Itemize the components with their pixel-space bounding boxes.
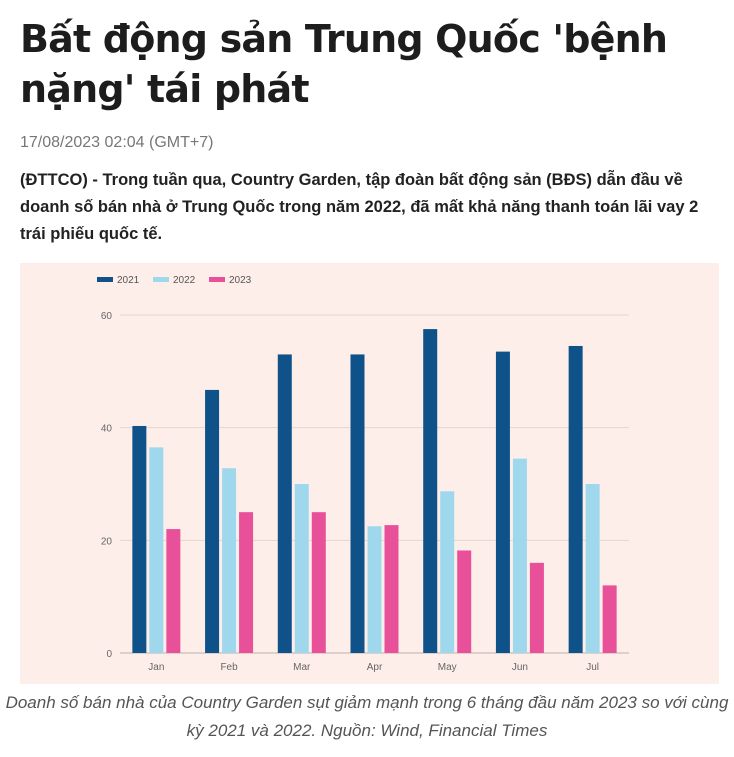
y-tick-label: 0 [106, 649, 112, 660]
y-tick-label: 20 [101, 536, 113, 547]
legend-label: 2023 [229, 275, 252, 286]
bar-2021-jul [568, 345, 583, 653]
bar-2023-feb [239, 512, 254, 653]
legend-swatch [153, 277, 169, 282]
bar-2023-mar [311, 512, 326, 653]
bar-2022-feb [222, 468, 237, 653]
article-timestamp: 17/08/2023 02:04 (GMT+7) [20, 134, 214, 151]
image-caption: Doanh số bán nhà của Country Garden sụt … [5, 693, 729, 740]
article-title: Bất động sản Trung Quốc 'bệnh nặng' tái … [20, 17, 668, 111]
bar-2021-apr [350, 354, 365, 653]
bar-2021-may [423, 329, 438, 653]
legend-label: 2021 [117, 275, 140, 286]
bar-chart: 0 20 40 60 Jan Feb Mar Apr May Jun Jul 2021 2022 2023 [97, 275, 629, 673]
bar-2022-may [440, 491, 455, 653]
bar-2023-may [457, 550, 472, 653]
x-tick-label: Jun [512, 662, 528, 673]
chart-container: 0 20 40 60 Jan Feb Mar Apr May Jun Jul 2021 2022 2023 [20, 263, 719, 684]
bar-2023-jun [529, 562, 544, 653]
legend-label: 2022 [173, 275, 196, 286]
bar-2021-jan [132, 425, 147, 653]
x-tick-label: Jan [148, 662, 164, 673]
bar-2022-mar [294, 484, 309, 653]
bar-2023-apr [384, 525, 399, 653]
lead-source: (ĐTTCO) - [20, 171, 98, 189]
article-lead: (ĐTTCO) - Trong tuần qua, Country Garden… [20, 167, 720, 248]
bar-2023-jan [166, 529, 181, 653]
bar-2022-apr [367, 526, 382, 653]
x-tick-label: Jul [586, 662, 599, 673]
bar-2021-mar [277, 354, 292, 653]
bar-2021-jun [495, 351, 510, 653]
bar-2022-jun [512, 458, 527, 653]
lead-text: Trong tuần qua, Country Garden, tập đoàn… [20, 171, 699, 243]
x-tick-label: Mar [293, 662, 311, 673]
legend-swatch [209, 277, 225, 282]
bar-2021-feb [205, 389, 220, 653]
x-tick-label: May [438, 662, 457, 673]
bar-2022-jan [149, 447, 164, 653]
bar-2022-jul [585, 484, 600, 653]
x-tick-label: Apr [367, 662, 383, 673]
bar-2023-jul [602, 585, 617, 653]
y-tick-label: 40 [101, 424, 113, 435]
legend-swatch [97, 277, 113, 282]
x-tick-label: Feb [220, 662, 238, 673]
y-tick-label: 60 [101, 311, 113, 322]
